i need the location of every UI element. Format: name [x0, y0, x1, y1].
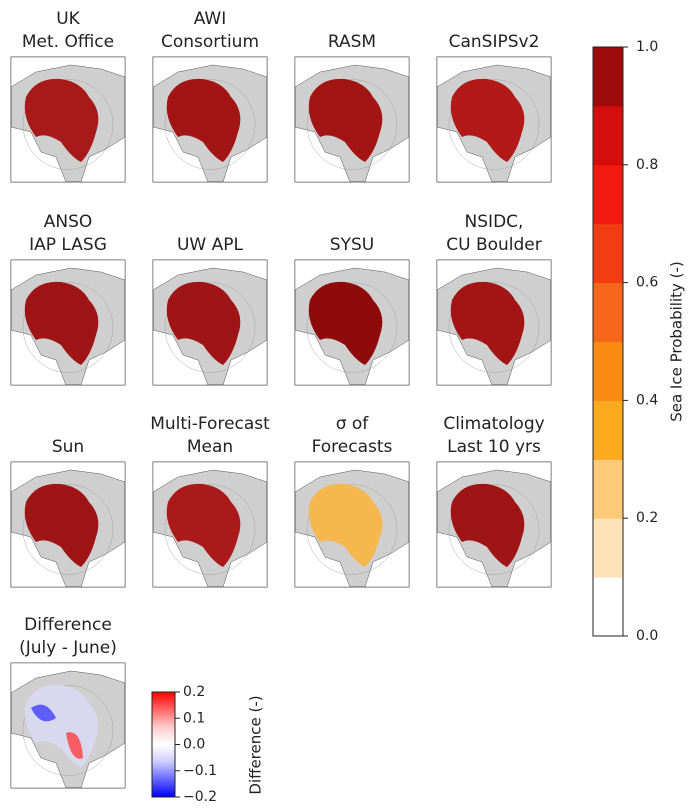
- panel-title: AWI: [194, 9, 227, 29]
- colorbar-segment: [593, 400, 623, 459]
- map: [295, 260, 409, 385]
- panel-title: RASM: [328, 32, 376, 52]
- panel-title: UK: [56, 9, 80, 29]
- figure: UK Met. Office AWI Consortium RASM CanSIPSv2 A…: [0, 0, 688, 804]
- panel-title: (July - June): [19, 638, 117, 658]
- map: [437, 462, 551, 587]
- colorbar-label: Difference (-): [247, 695, 265, 794]
- colorbar-segment: [593, 47, 623, 106]
- map: [11, 462, 125, 587]
- panel-title: Forecasts: [312, 437, 393, 457]
- colorbar-segment: [593, 283, 623, 342]
- map: [295, 462, 409, 587]
- difference-colorbar: [152, 692, 175, 797]
- colorbar-segment: [593, 342, 623, 401]
- panel-title: Mean: [187, 437, 233, 457]
- colorbar-tick-label: 0.0: [183, 737, 205, 753]
- map: [295, 57, 409, 182]
- colorbar-tick-label: −0.2: [183, 789, 217, 804]
- colorbar-segment: [593, 518, 623, 577]
- panel-title: Multi-Forecast: [150, 414, 270, 434]
- map: [11, 260, 125, 385]
- colorbar-tick-label: 0.1: [183, 710, 205, 726]
- map: [11, 57, 125, 182]
- panel-title: Sun: [52, 437, 84, 457]
- colorbar-tick-label: 0.0: [636, 628, 658, 644]
- panel-title: SYSU: [330, 235, 374, 255]
- panel-title: CanSIPSv2: [449, 32, 540, 52]
- colorbar-label: Sea Ice Probability (-): [668, 261, 686, 422]
- map: [11, 663, 125, 788]
- colorbar-tick-label: 0.2: [183, 684, 205, 700]
- colorbar-segment: [593, 459, 623, 518]
- map: [153, 260, 267, 385]
- panel-title: Met. Office: [22, 32, 114, 52]
- panel-title: Climatology: [443, 414, 544, 434]
- colorbar-tick-label: 0.4: [636, 392, 658, 408]
- colorbar-tick-label: 1.0: [636, 39, 658, 55]
- colorbar-segment: [593, 224, 623, 283]
- colorbar-tick-label: 0.6: [636, 275, 658, 291]
- panel-title: UW APL: [177, 235, 244, 255]
- panel-title: ANSO: [44, 212, 93, 232]
- colorbar-tick-label: 0.2: [636, 510, 658, 526]
- map: [153, 57, 267, 182]
- panel-title: IAP LASG: [29, 235, 107, 255]
- panel-title: NSIDC,: [465, 212, 524, 232]
- panel-title: σ of: [336, 414, 370, 434]
- map: [437, 260, 551, 385]
- panel-title: Last 10 yrs: [447, 437, 541, 457]
- panel-title: CU Boulder: [446, 235, 542, 255]
- panel-title: Difference: [24, 615, 112, 635]
- colorbar-segment: [593, 165, 623, 224]
- colorbar-tick-label: 0.8: [636, 157, 658, 173]
- panel-title: Consortium: [161, 32, 259, 52]
- colorbar-segment: [593, 106, 623, 165]
- map: [153, 462, 267, 587]
- colorbar-tick-label: −0.1: [183, 763, 217, 779]
- map: [437, 57, 551, 182]
- colorbar-segment: [593, 577, 623, 636]
